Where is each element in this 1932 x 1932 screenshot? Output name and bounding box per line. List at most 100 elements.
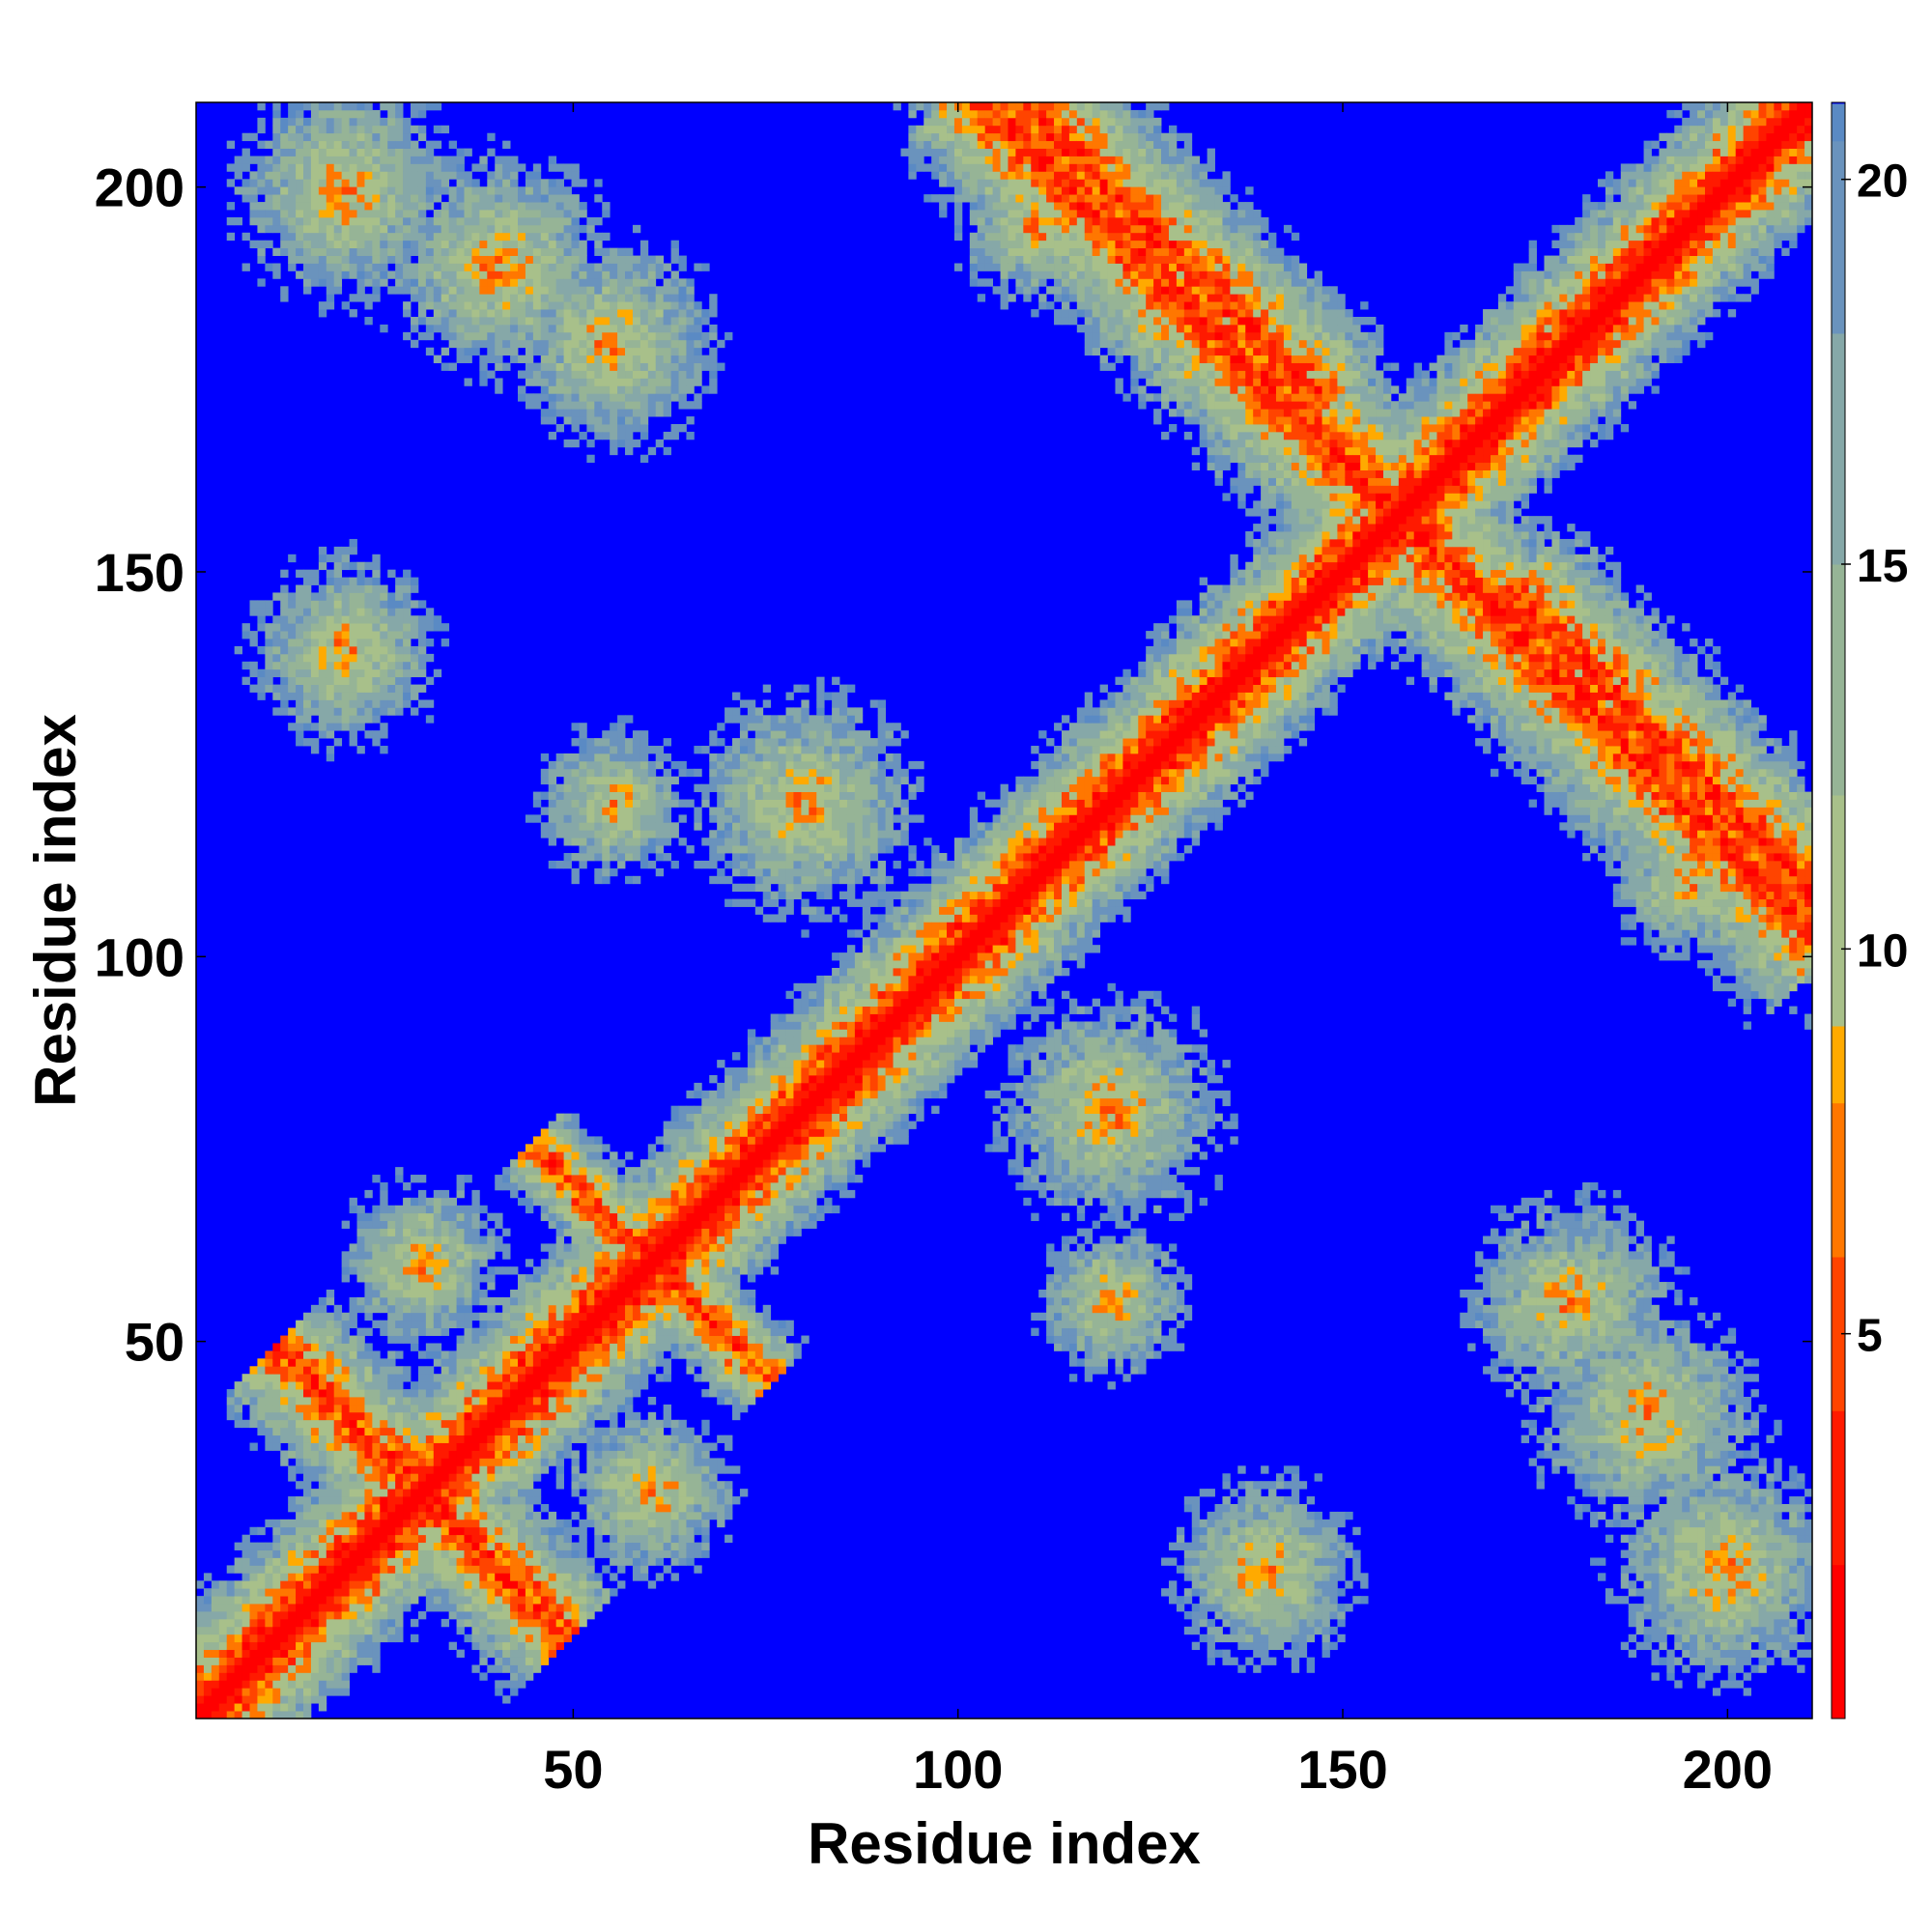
- heatmap-cell: [411, 171, 419, 180]
- heatmap-cell: [272, 1580, 281, 1589]
- heatmap-cell: [518, 1304, 526, 1314]
- heatmap-cell: [586, 1136, 595, 1145]
- heatmap-cell: [249, 1703, 258, 1712]
- heatmap-cell: [510, 1534, 519, 1544]
- heatmap-cell: [288, 1588, 297, 1597]
- heatmap-cell: [625, 875, 634, 885]
- heatmap-cell: [548, 416, 557, 425]
- heatmap-cell: [417, 125, 427, 134]
- heatmap-cell: [296, 707, 304, 716]
- heatmap-cell: [296, 1657, 304, 1665]
- heatmap-cell: [525, 1549, 534, 1558]
- heatmap-cell: [495, 1611, 503, 1620]
- heatmap-cell: [318, 1489, 327, 1497]
- heatmap-cell: [540, 301, 550, 310]
- heatmap-cell: [525, 1435, 534, 1443]
- heatmap-cell: [203, 1634, 213, 1643]
- heatmap-cell: [433, 1327, 442, 1336]
- heatmap-cell: [242, 186, 250, 195]
- heatmap-cell: [440, 1542, 450, 1550]
- heatmap-cell: [602, 768, 611, 778]
- heatmap-cell: [310, 1458, 320, 1466]
- heatmap-cell: [632, 370, 641, 379]
- heatmap-cell: [218, 1634, 228, 1643]
- heatmap-cell: [310, 1649, 320, 1658]
- heatmap-cell: [548, 1282, 557, 1291]
- heatmap-cell: [586, 768, 595, 778]
- heatmap-cell: [495, 202, 503, 211]
- heatmap-cell: [349, 1649, 357, 1658]
- heatmap-cell: [525, 1626, 534, 1635]
- heatmap-cell: [333, 1634, 343, 1643]
- heatmap-cell: [417, 1320, 427, 1329]
- heatmap-cell: [471, 1519, 480, 1528]
- heatmap-cell: [586, 1404, 595, 1413]
- heatmap-cell: [372, 1374, 381, 1382]
- heatmap-cell: [495, 255, 503, 264]
- heatmap-cell: [594, 746, 603, 754]
- heatmap-cell: [579, 1220, 587, 1229]
- heatmap-cell: [318, 210, 327, 218]
- heatmap-cell: [411, 109, 419, 119]
- heatmap-cell: [280, 1350, 289, 1359]
- heatmap-cell: [479, 1427, 488, 1436]
- heatmap-cell: [479, 1450, 488, 1459]
- heatmap-cell: [632, 1205, 641, 1214]
- heatmap-cell: [464, 202, 472, 211]
- heatmap-cell: [417, 1259, 427, 1267]
- heatmap-cell: [288, 1442, 297, 1451]
- heatmap-cell: [364, 1604, 373, 1612]
- heatmap-cell: [380, 1565, 388, 1574]
- heatmap-cell: [265, 1688, 273, 1696]
- heatmap-cell: [226, 1588, 236, 1597]
- heatmap-cell: [433, 1212, 442, 1222]
- heatmap-cell: [610, 1496, 618, 1505]
- heatmap-cell: [211, 1641, 220, 1651]
- heatmap-cell: [502, 1526, 511, 1536]
- heatmap-cell: [632, 1374, 641, 1382]
- heatmap-cell: [196, 1618, 205, 1628]
- heatmap-cell: [356, 1511, 365, 1520]
- heatmap-cell: [487, 210, 496, 218]
- heatmap-cell: [563, 768, 572, 778]
- heatmap-cell: [303, 1657, 312, 1665]
- heatmap-cell: [395, 1389, 404, 1398]
- heatmap-cell: [234, 171, 242, 180]
- heatmap-cell: [563, 1435, 572, 1443]
- heatmap-cell: [288, 1565, 297, 1574]
- heatmap-cell: [395, 286, 404, 295]
- heatmap-cell: [203, 1596, 213, 1605]
- heatmap-cell: [510, 294, 519, 302]
- heatmap-cell: [617, 830, 626, 838]
- heatmap-cell: [380, 639, 388, 647]
- heatmap-cell: [356, 1381, 365, 1390]
- heatmap-cell: [403, 1274, 412, 1283]
- heatmap-cell: [203, 1688, 213, 1696]
- heatmap-cell: [579, 791, 587, 800]
- heatmap-cell: [288, 194, 297, 203]
- heatmap-cell: [602, 1481, 611, 1490]
- heatmap-cell: [548, 1458, 557, 1466]
- heatmap-cell: [296, 653, 304, 663]
- heatmap-cell: [448, 1374, 457, 1382]
- heatmap-cell: [341, 247, 350, 256]
- heatmap-cell: [395, 202, 404, 211]
- heatmap-cell: [356, 210, 365, 218]
- heatmap-cell: [632, 791, 641, 800]
- heatmap-cell: [464, 1312, 472, 1321]
- heatmap-cell: [310, 692, 320, 700]
- heatmap-cell: [356, 1450, 365, 1459]
- heatmap-cell: [525, 814, 534, 823]
- heatmap-cell: [349, 1404, 357, 1413]
- heatmap-cell: [625, 1526, 634, 1536]
- heatmap-cell: [448, 1526, 457, 1536]
- heatmap-cell: [525, 202, 534, 211]
- heatmap-cell: [257, 615, 266, 624]
- heatmap-cell: [555, 263, 564, 271]
- heatmap-cell: [257, 1374, 266, 1382]
- heatmap-cell: [510, 156, 519, 164]
- heatmap-cell: [356, 1343, 365, 1351]
- heatmap-cell: [218, 1618, 228, 1628]
- heatmap-cell: [464, 1381, 472, 1390]
- heatmap-cell: [525, 179, 534, 187]
